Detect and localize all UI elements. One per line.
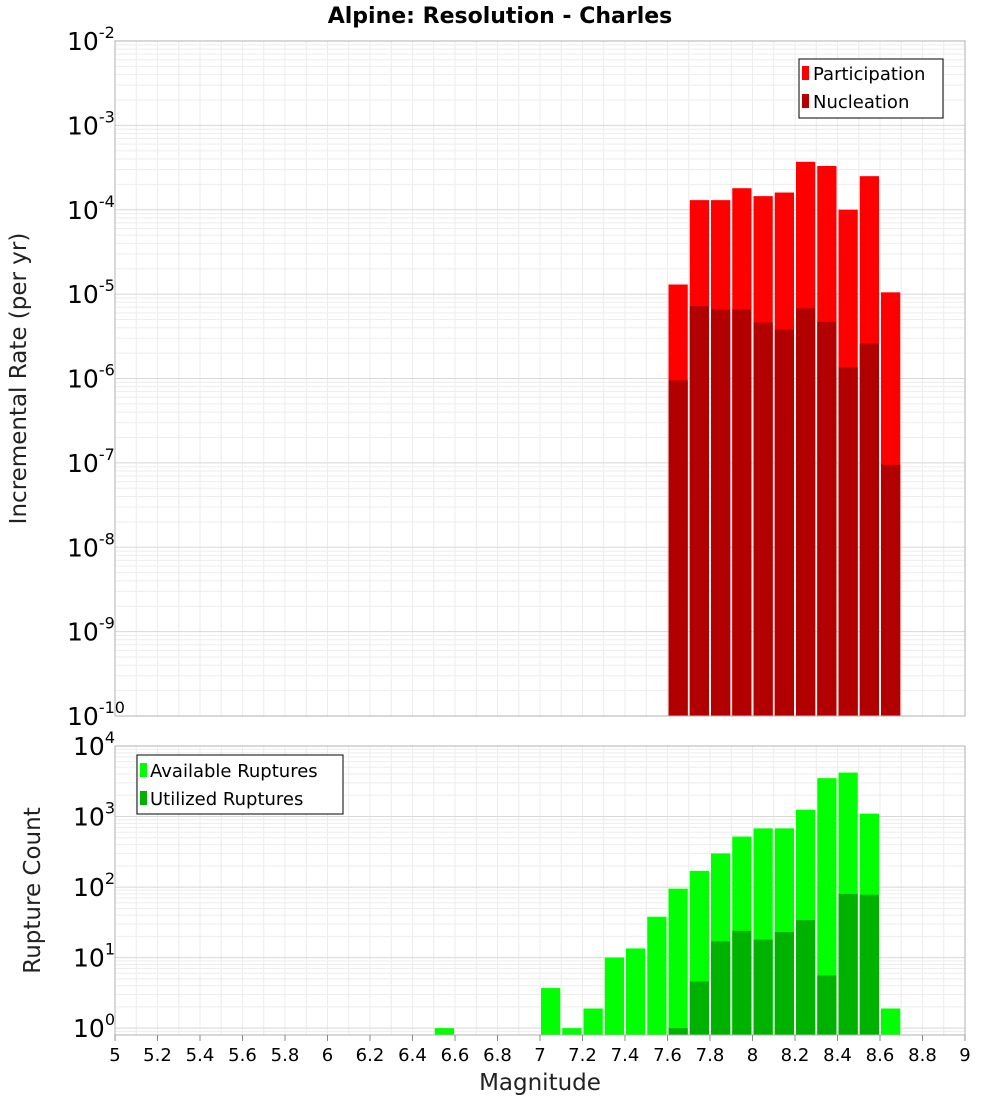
bottom-bars bbox=[434, 772, 901, 1035]
s1-bar bbox=[774, 329, 794, 716]
legend-label-available: Available Ruptures bbox=[150, 761, 318, 782]
legend-swatch-nucleation bbox=[802, 94, 809, 108]
s1-bar bbox=[689, 306, 709, 716]
y-tick-label: 10-5 bbox=[67, 276, 115, 309]
top-legend-box bbox=[798, 58, 944, 119]
top-y-axis-label: Incremental Rate (per yr) bbox=[6, 233, 32, 525]
y-tick-label: 101 bbox=[73, 940, 115, 973]
chart-title: Alpine: Resolution - Charles bbox=[328, 4, 673, 29]
legend-swatch-available bbox=[140, 763, 147, 777]
s1-bar bbox=[732, 930, 752, 1035]
x-tick-label: 7.2 bbox=[568, 1045, 597, 1066]
y-tick-label: 10-4 bbox=[67, 192, 115, 225]
x-tick-label: 5 bbox=[109, 1045, 120, 1066]
s0-bar bbox=[626, 948, 646, 1035]
x-tick-label: 8 bbox=[747, 1045, 758, 1066]
y-tick-label: 10-10 bbox=[67, 698, 125, 731]
top-plot-border bbox=[114, 40, 966, 717]
legend-swatch-participation bbox=[802, 66, 809, 80]
x-tick-label: 7.4 bbox=[611, 1045, 640, 1066]
s0-bar bbox=[817, 778, 837, 1035]
y-tick-label: 103 bbox=[73, 799, 115, 832]
bottom-legend: Available Ruptures Utilized Ruptures bbox=[136, 754, 344, 815]
legend-swatch-utilized bbox=[140, 791, 147, 805]
y-tick-label: 100 bbox=[73, 1010, 115, 1043]
x-tick-label: 6 bbox=[322, 1045, 333, 1066]
s1-bar bbox=[689, 981, 709, 1035]
x-tick-label: 6.2 bbox=[356, 1045, 385, 1066]
y-tick-label: 102 bbox=[73, 869, 115, 902]
s1-bar bbox=[774, 932, 794, 1035]
s0-bar bbox=[562, 1028, 582, 1035]
s1-bar bbox=[859, 343, 879, 716]
x-tick-label: 7 bbox=[534, 1045, 545, 1066]
y-tick-label: 10-7 bbox=[67, 445, 115, 478]
x-tick-label: 9 bbox=[959, 1045, 970, 1066]
rupture-count-panel: 100 101 102 103 104 5 5.2 5.4 5.6 5.8 6 6.2 6.4 6.6 6… bbox=[20, 728, 971, 1096]
x-tick-label: 8.6 bbox=[866, 1045, 895, 1066]
x-tick-label: 8.2 bbox=[781, 1045, 810, 1066]
bottom-y-axis-label: Rupture Count bbox=[20, 807, 46, 973]
s0-bar bbox=[668, 888, 688, 1035]
x-tick-label: 8.8 bbox=[908, 1045, 937, 1066]
x-tick-label: 7.6 bbox=[653, 1045, 682, 1066]
top-legend: Participation Nucleation bbox=[798, 58, 944, 119]
s1-bar bbox=[732, 309, 752, 716]
y-tick-label: 104 bbox=[73, 728, 115, 761]
incremental-rate-panel: 10-10 10-9 10-8 10-7 10-6 10-5 10-4 10-3 10-2 In… bbox=[6, 23, 966, 731]
s1-bar bbox=[668, 1028, 688, 1035]
s0-bar bbox=[434, 1028, 454, 1035]
x-tick-label: 7.8 bbox=[696, 1045, 725, 1066]
s1-bar bbox=[817, 321, 837, 716]
x-tick-label: 8.4 bbox=[823, 1045, 852, 1066]
s0-bar bbox=[541, 988, 561, 1035]
x-tick-label: 5.2 bbox=[143, 1045, 172, 1066]
legend-label-participation: Participation bbox=[813, 64, 925, 85]
top-y-ticks: 10-10 10-9 10-8 10-7 10-6 10-5 10-4 10-3 10-2 bbox=[67, 23, 125, 731]
y-tick-label: 10-9 bbox=[67, 614, 115, 647]
legend-label-utilized: Utilized Ruptures bbox=[150, 789, 303, 810]
s1-bar bbox=[838, 893, 858, 1035]
bottom-y-ticks: 100 101 102 103 104 bbox=[73, 728, 115, 1043]
s0-bar bbox=[881, 1008, 901, 1035]
top-bars bbox=[668, 161, 901, 717]
bottom-x-ticks: 5 5.2 5.4 5.6 5.8 6 6.2 6.4 6.6 6.8 7 7.2 7.4 7.6 7.8 8… bbox=[109, 1035, 971, 1066]
y-tick-label: 10-2 bbox=[67, 23, 115, 56]
s1-bar bbox=[668, 380, 688, 716]
s1-bar bbox=[753, 322, 773, 716]
y-tick-label: 10-8 bbox=[67, 529, 115, 562]
s1-bar bbox=[711, 941, 731, 1035]
s1-bar bbox=[838, 367, 858, 716]
x-tick-label: 5.8 bbox=[271, 1045, 300, 1066]
s1-bar bbox=[881, 464, 901, 716]
y-tick-label: 10-3 bbox=[67, 107, 115, 140]
s1-bar bbox=[796, 308, 816, 716]
y-tick-label: 10-6 bbox=[67, 361, 115, 394]
s0-bar bbox=[583, 1008, 603, 1035]
s1-bar bbox=[753, 939, 773, 1035]
x-axis-label: Magnitude bbox=[479, 1070, 601, 1096]
x-tick-label: 6.8 bbox=[483, 1045, 512, 1066]
s0-bar bbox=[647, 916, 667, 1035]
top-gridlines bbox=[115, 41, 965, 716]
x-tick-label: 5.6 bbox=[228, 1045, 257, 1066]
s1-bar bbox=[796, 920, 816, 1035]
legend-label-nucleation: Nucleation bbox=[813, 92, 909, 113]
s1-bar bbox=[817, 975, 837, 1035]
x-tick-label: 5.4 bbox=[186, 1045, 215, 1066]
x-tick-label: 6.6 bbox=[441, 1045, 470, 1066]
s1-bar bbox=[859, 894, 879, 1035]
s1-bar bbox=[711, 309, 731, 716]
s0-bar bbox=[604, 957, 624, 1035]
x-tick-label: 6.4 bbox=[398, 1045, 427, 1066]
bottom-legend-box bbox=[136, 754, 344, 815]
